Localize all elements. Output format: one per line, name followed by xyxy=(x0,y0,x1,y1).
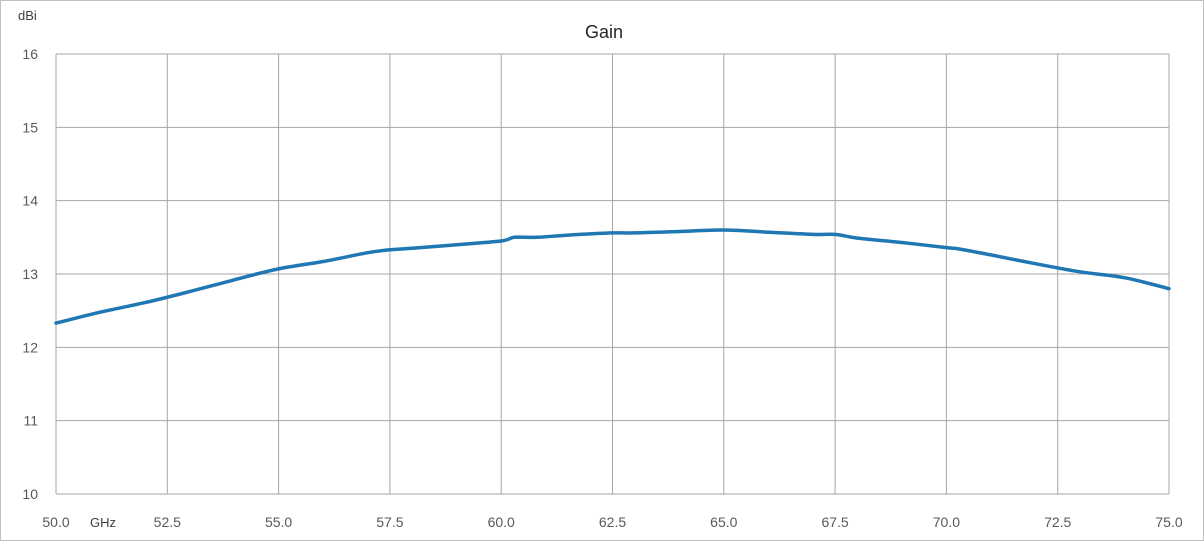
x-tick-label: 52.5 xyxy=(154,514,181,530)
x-tick-label: 67.5 xyxy=(821,514,848,530)
y-axis-unit-label: dBi xyxy=(18,8,37,23)
y-tick-label: 10 xyxy=(22,486,38,502)
x-tick-label: 55.0 xyxy=(265,514,292,530)
y-tick-label: 11 xyxy=(23,413,38,429)
x-axis-ticks: 50.0 52.5 55.0 57.5 60.0 62.5 65.0 67.5 70.0 72.5… xyxy=(42,514,1182,530)
x-tick-label: 75.0 xyxy=(1155,514,1182,530)
y-tick-label: 14 xyxy=(22,193,38,209)
series-layer xyxy=(54,228,1171,325)
y-tick-label: 16 xyxy=(22,46,38,62)
x-tick-label: 72.5 xyxy=(1044,514,1071,530)
x-tick-label: 62.5 xyxy=(599,514,626,530)
grid-lines xyxy=(55,53,1170,495)
y-tick-label: 13 xyxy=(22,266,38,282)
x-tick-label: 70.0 xyxy=(933,514,960,530)
x-tick-label: 50.0 xyxy=(42,514,69,530)
gain-series-line xyxy=(54,228,1171,325)
y-tick-label: 15 xyxy=(22,119,38,135)
x-tick-label: 57.5 xyxy=(376,514,403,530)
y-tick-label: 12 xyxy=(22,339,38,355)
x-axis-unit-label: GHz xyxy=(90,515,116,530)
chart-title: Gain xyxy=(585,22,623,42)
x-tick-label: 60.0 xyxy=(488,514,515,530)
x-tick-label: 65.0 xyxy=(710,514,737,530)
y-axis-ticks: 10 11 12 13 14 15 16 xyxy=(22,46,38,502)
